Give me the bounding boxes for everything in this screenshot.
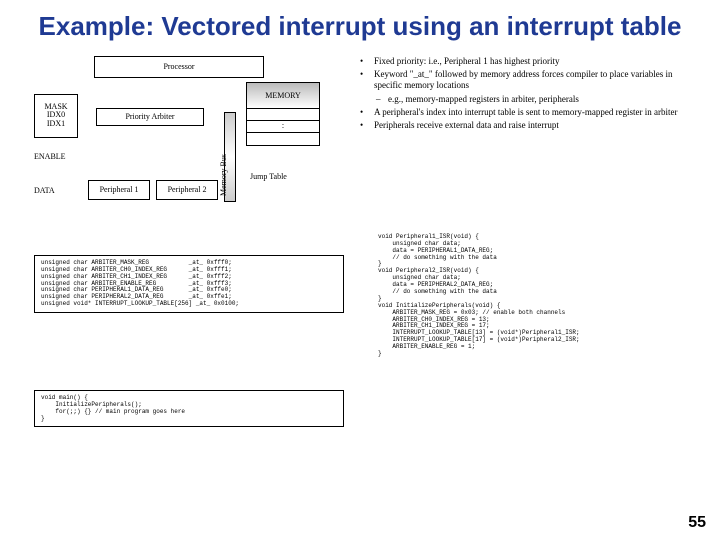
- page-number: 55: [688, 514, 706, 532]
- mem-slot-dots: :: [247, 121, 319, 133]
- code-main: void main() { InitializePeripherals(); f…: [34, 390, 344, 428]
- mem-slot: [247, 133, 319, 145]
- architecture-diagram: Processor MASK IDX0 IDX1 Priority Arbite…: [34, 56, 344, 216]
- memory-slots: :: [246, 108, 320, 146]
- slide-content: Processor MASK IDX0 IDX1 Priority Arbite…: [0, 50, 720, 500]
- bullet-4: Peripherals receive external data and ra…: [360, 120, 700, 131]
- data-label: DATA: [34, 186, 55, 195]
- bullet-2: Keyword "_at_" followed by memory addres…: [360, 69, 700, 92]
- code-declarations: unsigned char ARBITER_MASK_REG _at_ 0xff…: [34, 255, 344, 313]
- arbiter-box: Priority Arbiter: [96, 108, 204, 126]
- bullet-2-sub: e.g., memory-mapped registers in arbiter…: [360, 94, 700, 105]
- jump-table-label: Jump Table: [250, 172, 287, 181]
- processor-box: Processor: [94, 56, 264, 78]
- enable-label: ENABLE: [34, 152, 66, 161]
- code-isr: void Peripheral1_ISR(void) { unsigned ch…: [372, 230, 692, 480]
- bullet-1: Fixed priority: i.e., Peripheral 1 has h…: [360, 56, 700, 67]
- mask-box: MASK IDX0 IDX1: [34, 94, 78, 138]
- slide-title: Example: Vectored interrupt using an int…: [0, 0, 720, 50]
- memory-box: MEMORY: [246, 82, 320, 108]
- bullet-list: Fixed priority: i.e., Peripheral 1 has h…: [360, 56, 700, 134]
- peripheral1-box: Peripheral 1: [88, 180, 150, 200]
- mem-slot: [247, 109, 319, 121]
- memory-bus-label: Memory Bus: [219, 154, 228, 196]
- mask-line3: IDX1: [47, 120, 65, 129]
- peripheral2-box: Peripheral 2: [156, 180, 218, 200]
- bullet-3: A peripheral's index into interrupt tabl…: [360, 107, 700, 118]
